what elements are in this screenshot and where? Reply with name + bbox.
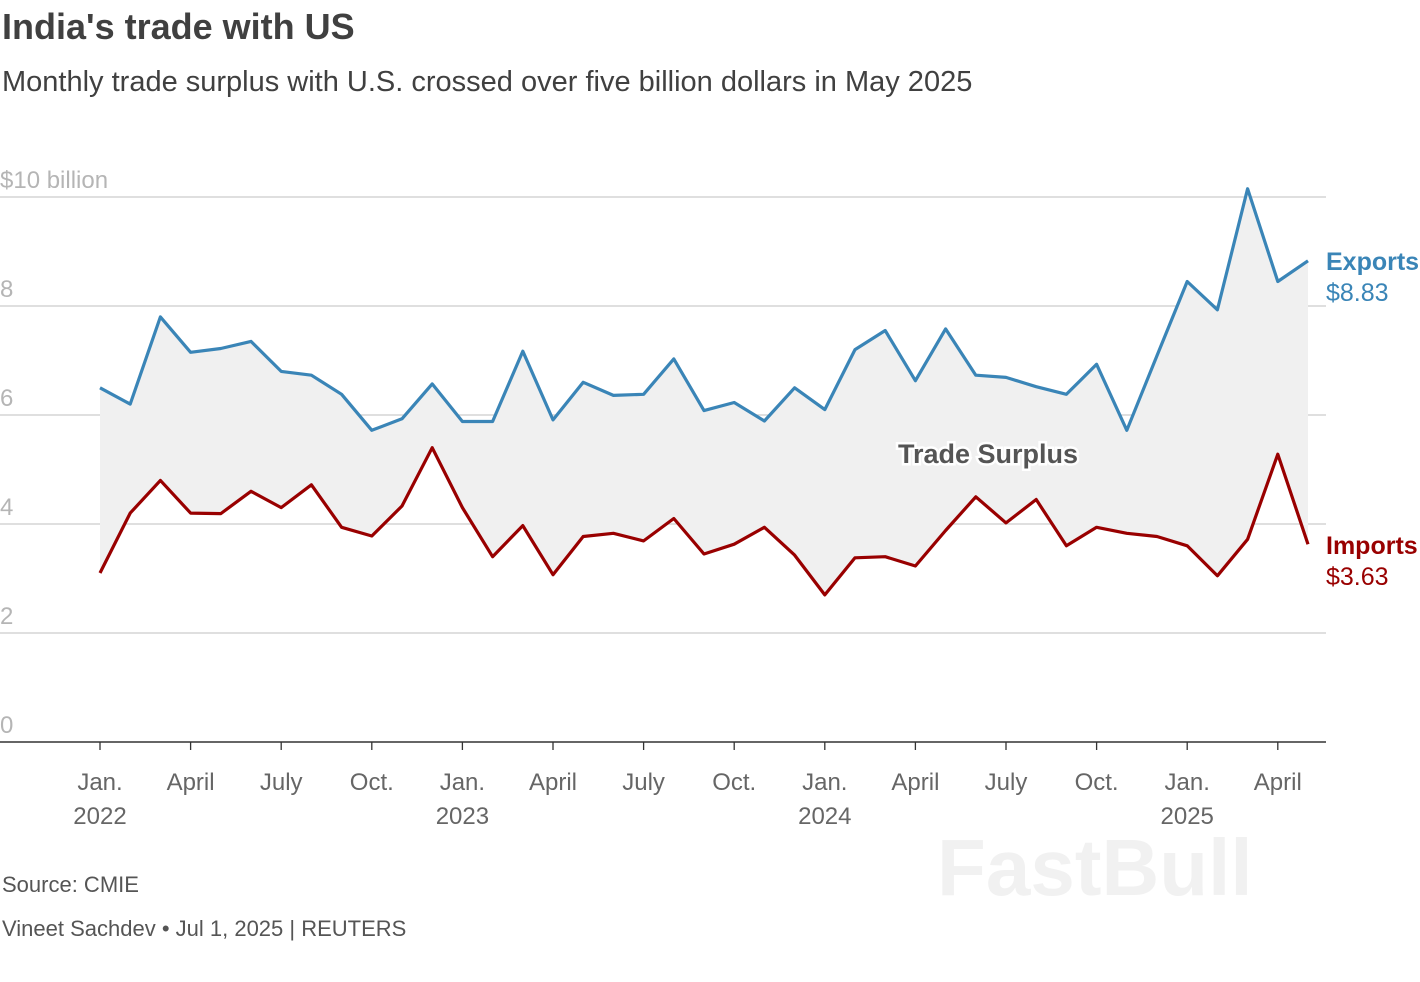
- x-tick-year-label: 2025: [1161, 803, 1214, 830]
- x-tick-label: Jan.: [802, 769, 847, 796]
- exports-series-label: Exports: [1326, 248, 1419, 276]
- x-tick-label: Oct.: [1075, 769, 1119, 796]
- exports-last-value: $8.83: [1326, 279, 1389, 307]
- x-tick-year-label: 2023: [436, 803, 489, 830]
- x-tick-label: April: [529, 769, 577, 796]
- y-tick-label: 0: [0, 712, 13, 739]
- x-tick-label: April: [1254, 769, 1302, 796]
- watermark: FastBull: [937, 823, 1253, 912]
- x-tick-label: July: [985, 769, 1028, 796]
- y-tick-label: 8: [0, 276, 13, 303]
- x-tick-label: July: [260, 769, 303, 796]
- x-tick-label: April: [167, 769, 215, 796]
- y-tick-label: $10 billion: [0, 167, 108, 194]
- imports-series-label: Imports: [1326, 532, 1418, 560]
- source-note: Source: CMIE: [2, 872, 139, 897]
- exports-line: [99, 187, 1309, 432]
- chart-subtitle: Monthly trade surplus with U.S. crossed …: [2, 66, 973, 98]
- imports-line: [98, 446, 1310, 597]
- x-tick-label: Oct.: [350, 769, 394, 796]
- x-tick-label: Jan.: [1165, 769, 1210, 796]
- imports-last-value: $3.63: [1326, 563, 1389, 591]
- x-axis: Jan. 2022 April July Oct. Jan. 2023 April July Oc…: [0, 741, 1326, 830]
- y-tick-label: 4: [0, 494, 13, 521]
- x-tick-label: April: [891, 769, 939, 796]
- y-tick-label: 6: [0, 385, 13, 412]
- y-tick-label: 2: [0, 603, 13, 630]
- byline: Vineet Sachdev • Jul 1, 2025 | REUTERS: [2, 916, 407, 941]
- x-tick-year-label: 2022: [73, 803, 126, 830]
- x-tick-label: Jan.: [77, 769, 122, 796]
- trade-surplus-annotation: Trade Surplus: [898, 439, 1078, 469]
- trade-surplus-area: [100, 188, 1308, 595]
- x-tick-year-label: 2024: [798, 803, 851, 830]
- x-tick-label: July: [622, 769, 665, 796]
- x-tick-label: Jan.: [440, 769, 485, 796]
- x-tick-label: Oct.: [712, 769, 756, 796]
- chart-title: India's trade with US: [2, 6, 355, 47]
